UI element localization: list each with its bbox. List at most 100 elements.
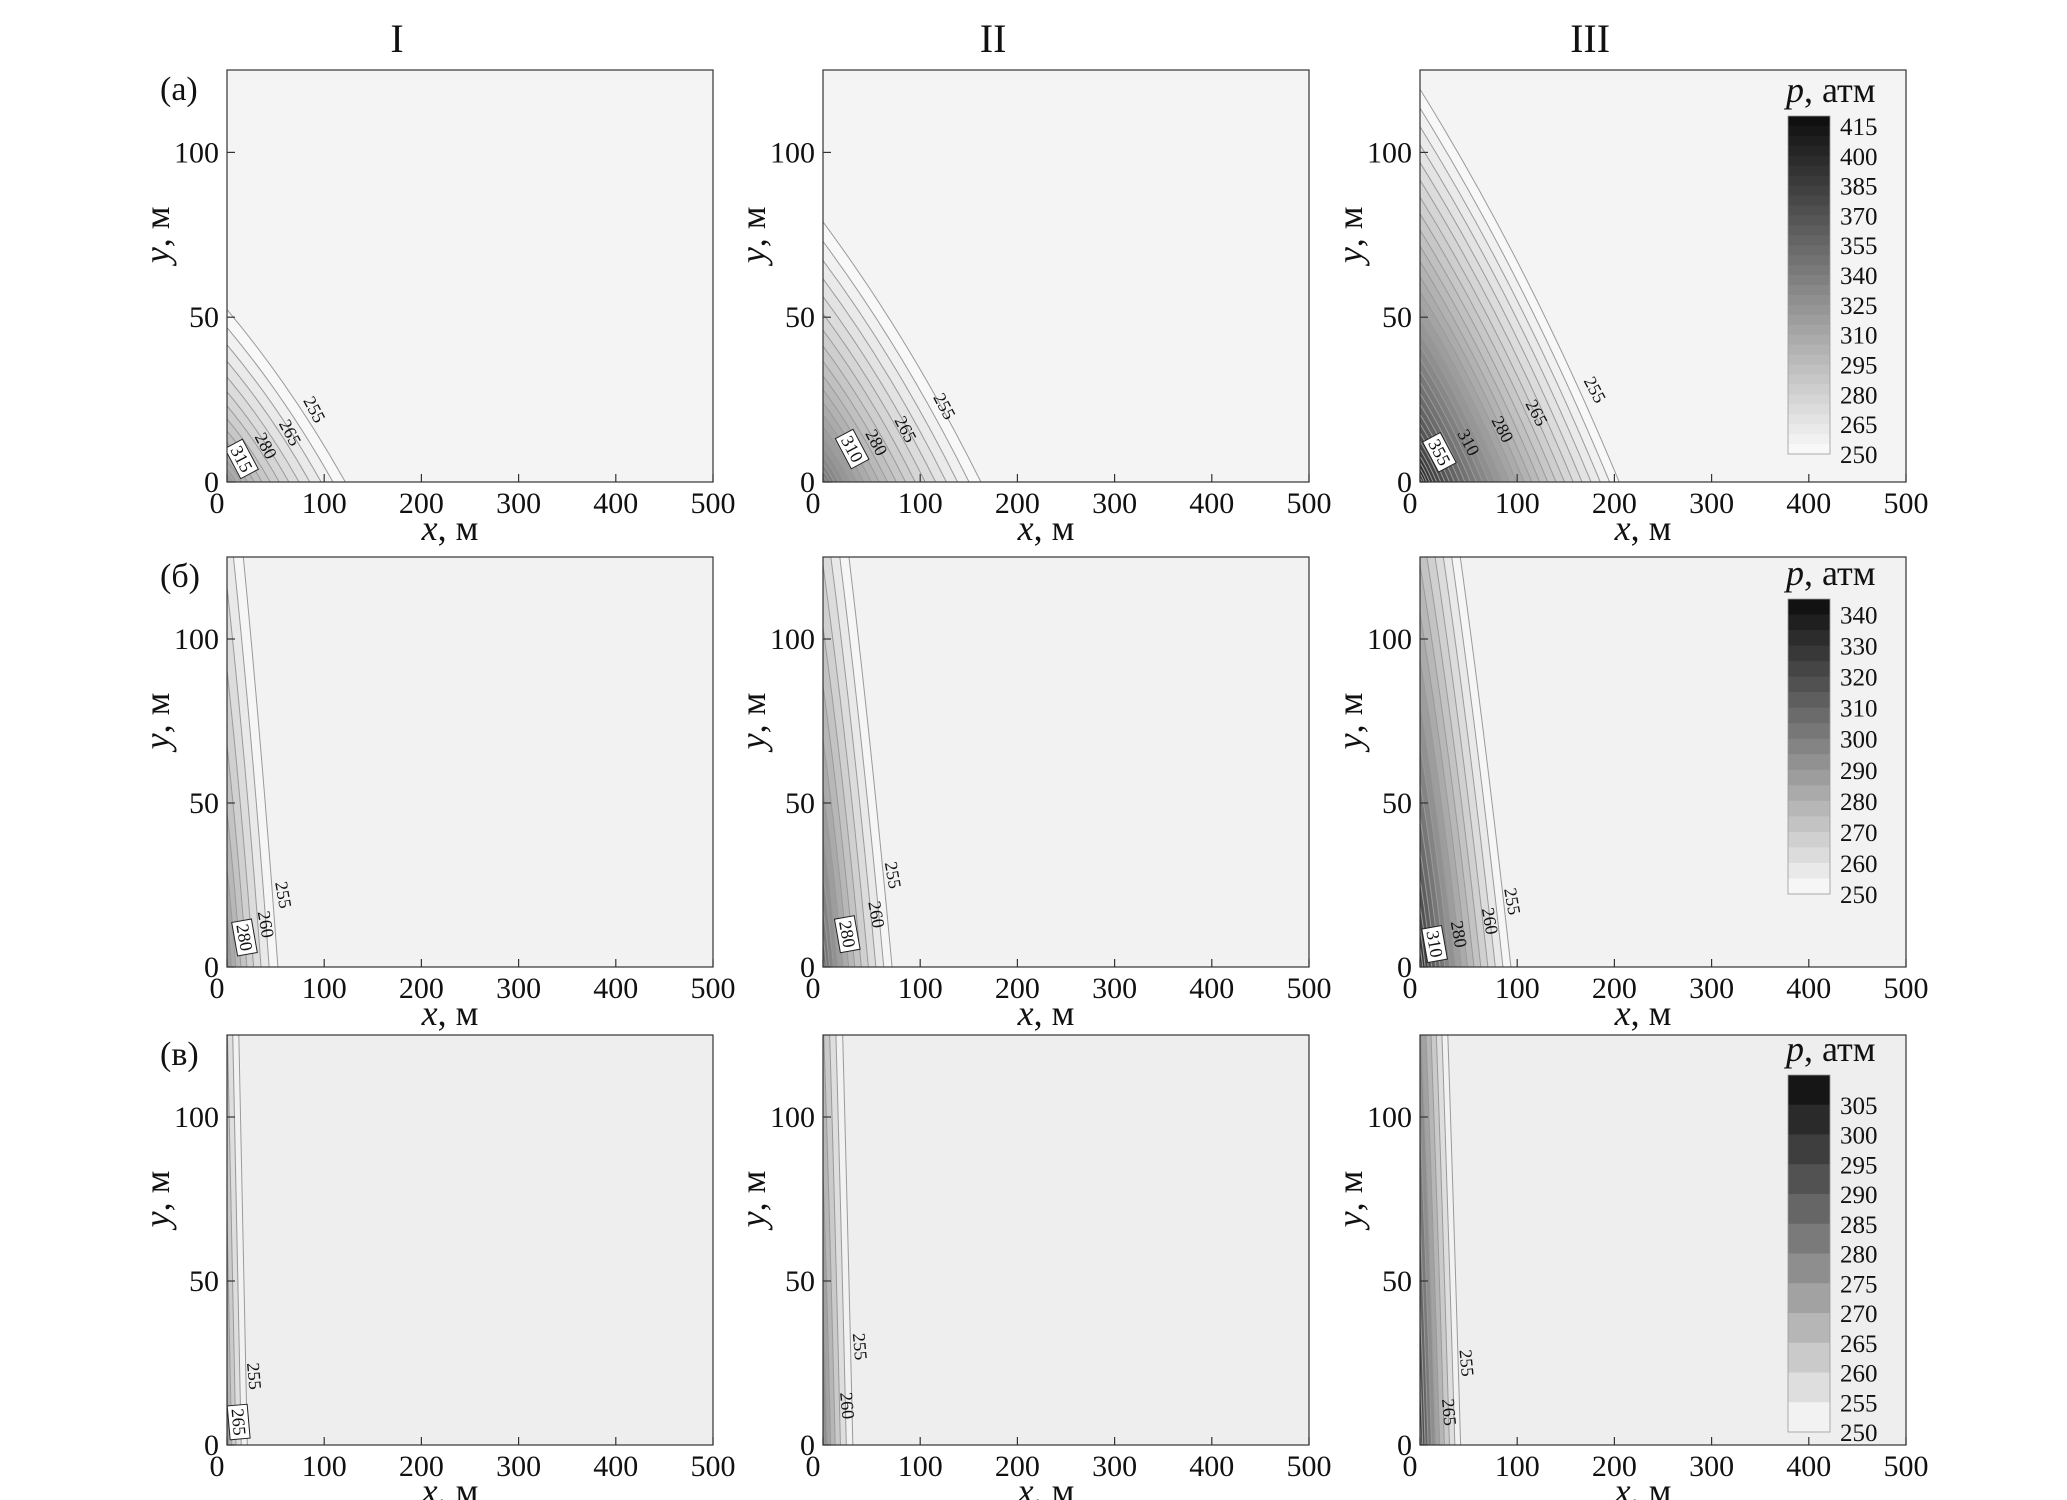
contour-label: 355 xyxy=(1421,431,1457,473)
contour-panel: 255 260 0 100 200 300 400 500 0 50 100 x, м y, м xyxy=(733,1034,1332,1500)
x-tick-label: 200 xyxy=(399,487,444,520)
y-tick-label: 100 xyxy=(770,136,815,169)
colorbar-segment xyxy=(1788,1402,1830,1433)
row-letter: (б) xyxy=(160,558,200,595)
colorbar-title: p, атм xyxy=(1783,553,1876,593)
plot-frame xyxy=(1419,556,1907,968)
x-tick-label: 0 xyxy=(210,487,225,520)
x-tick-label: 0 xyxy=(806,1450,821,1483)
colorbar-label: 250 xyxy=(1840,1420,1878,1447)
plot-background xyxy=(823,557,1309,967)
x-axis-title: x, м xyxy=(1614,508,1672,548)
colorbar-segment xyxy=(1788,175,1830,187)
column-title: II xyxy=(980,16,1007,61)
colorbar-segment xyxy=(1788,769,1830,786)
svg-text:260: 260 xyxy=(864,899,888,929)
colorbar-label: 330 xyxy=(1840,634,1878,661)
x-tick-label: 200 xyxy=(995,487,1040,520)
x-tick-label: 0 xyxy=(806,487,821,520)
y-axis-title: y, м xyxy=(137,1171,177,1231)
colorbar-label: 415 xyxy=(1840,114,1878,141)
colorbar-segment xyxy=(1788,1223,1830,1254)
colorbar-segment xyxy=(1788,847,1830,864)
y-tick-label: 50 xyxy=(785,1265,815,1298)
colorbar-label: 270 xyxy=(1840,1301,1878,1328)
y-tick-label: 0 xyxy=(800,951,815,984)
y-tick-label: 50 xyxy=(1382,1265,1412,1298)
colorbar-segment xyxy=(1788,1342,1830,1373)
colorbar-segment xyxy=(1788,1194,1830,1225)
contour-label: 280 xyxy=(231,918,258,957)
x-tick-label: 300 xyxy=(1689,487,1734,520)
colorbar-segment xyxy=(1788,630,1830,647)
y-tick-label: 0 xyxy=(1397,1429,1412,1462)
colorbar-label: 260 xyxy=(1840,1361,1878,1388)
colorbar-segment xyxy=(1788,344,1830,356)
colorbar-segment xyxy=(1788,304,1830,316)
x-axis-title: x, м xyxy=(1017,508,1075,548)
y-axis-title: y, м xyxy=(733,206,773,266)
colorbar-segment xyxy=(1788,1075,1830,1106)
plot-background xyxy=(227,70,713,482)
x-tick-label: 200 xyxy=(399,1450,444,1483)
contour-label: 255 xyxy=(881,860,905,890)
svg-text:260: 260 xyxy=(254,909,278,939)
y-axis-title: y, м xyxy=(1330,1171,1370,1231)
x-tick-label: 300 xyxy=(1689,972,1734,1005)
y-tick-label: 0 xyxy=(1397,951,1412,984)
y-tick-label: 50 xyxy=(189,1265,219,1298)
x-tick-label: 100 xyxy=(1495,972,1540,1005)
colorbar-segment xyxy=(1788,738,1830,755)
colorbar-segment xyxy=(1788,754,1830,771)
y-tick-label: 100 xyxy=(174,1101,219,1134)
colorbar-label: 290 xyxy=(1840,758,1878,785)
colorbar-segment xyxy=(1788,165,1830,177)
contour-label: 260 xyxy=(836,1391,858,1420)
colorbar-segment xyxy=(1788,862,1830,879)
colorbar-segment xyxy=(1788,878,1830,895)
contour-label: 310 xyxy=(1421,924,1448,964)
svg-text:265: 265 xyxy=(228,1408,250,1437)
colorbar-segment xyxy=(1788,185,1830,197)
y-tick-label: 100 xyxy=(770,1101,815,1134)
colorbar-label: 320 xyxy=(1840,665,1878,692)
colorbar-segment xyxy=(1788,235,1830,246)
colorbar-segment xyxy=(1788,374,1830,385)
x-tick-label: 300 xyxy=(1092,487,1137,520)
svg-text:310: 310 xyxy=(1422,929,1446,959)
x-tick-label: 100 xyxy=(302,487,347,520)
colorbar-segment xyxy=(1788,1253,1830,1284)
plot-frame xyxy=(1419,69,1907,483)
y-tick-label: 0 xyxy=(800,466,815,499)
x-tick-label: 100 xyxy=(302,972,347,1005)
colorbar-segment xyxy=(1788,692,1830,709)
svg-text:280: 280 xyxy=(835,919,859,949)
svg-text:255: 255 xyxy=(271,880,295,910)
x-tick-label: 400 xyxy=(593,487,638,520)
svg-text:280: 280 xyxy=(232,922,256,952)
contour-label: 265 xyxy=(1438,1398,1460,1427)
x-tick-label: 400 xyxy=(1189,1450,1234,1483)
colorbar-label: 325 xyxy=(1840,293,1878,320)
colorbar-segment xyxy=(1788,434,1830,445)
colorbar-segment xyxy=(1788,314,1830,326)
contour-label: 255 xyxy=(849,1332,871,1361)
x-tick-label: 500 xyxy=(1287,487,1332,520)
y-tick-label: 50 xyxy=(785,301,815,334)
x-tick-label: 100 xyxy=(1495,1450,1540,1483)
svg-text:255: 255 xyxy=(881,860,905,890)
colorbar-segment xyxy=(1788,294,1830,306)
x-tick-label: 300 xyxy=(496,487,541,520)
colorbar-segment xyxy=(1788,1372,1830,1403)
contour-label: 255 xyxy=(1456,1349,1478,1378)
colorbar-segment xyxy=(1788,205,1830,216)
plot-frame xyxy=(226,1034,714,1446)
colorbar-segment xyxy=(1788,816,1830,833)
x-tick-label: 300 xyxy=(1092,1450,1137,1483)
plot-background xyxy=(227,557,713,967)
